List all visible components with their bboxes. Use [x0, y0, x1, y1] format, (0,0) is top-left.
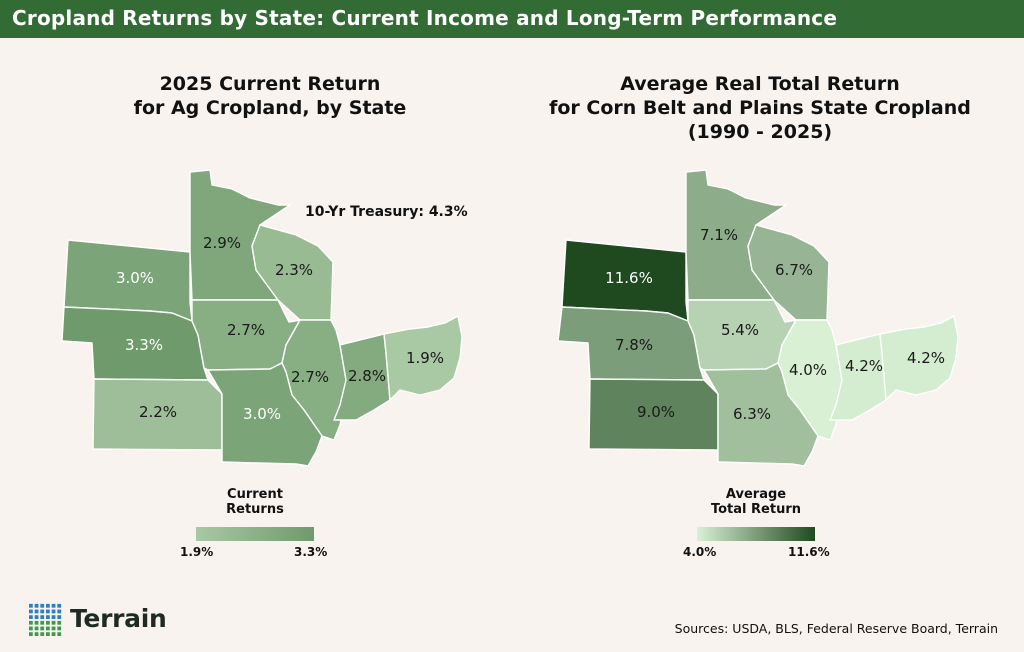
logo-dot [40, 609, 45, 614]
logo-dot [46, 620, 50, 625]
left-value-ia: 2.7% [227, 321, 265, 339]
treasury-annotation: 10-Yr Treasury: 4.3% [305, 204, 468, 220]
right-value-il: 4.0% [789, 361, 827, 379]
right-legend-title: Average Total Return [686, 487, 826, 517]
left-map-title: 2025 Current Return for Ag Cropland, by … [40, 72, 500, 120]
left-value-mn: 2.9% [203, 234, 241, 252]
logo-dot [57, 615, 62, 619]
left-map-title-line1: 2025 Current Return [159, 73, 381, 95]
left-value-mo: 3.0% [243, 405, 281, 423]
logo-dot [46, 609, 50, 614]
sources-note: Sources: USDA, BLS, Federal Reserve Boar… [674, 621, 998, 636]
terrain-logo-icon [29, 603, 62, 636]
logo-text: Terrain [70, 604, 167, 633]
left-legend-max: 3.3% [294, 545, 328, 559]
right-value-mn: 7.1% [700, 226, 738, 244]
logo-dot [51, 632, 56, 636]
right-value-mo: 6.3% [733, 405, 771, 423]
logo-dot [29, 615, 33, 619]
logo-dot [46, 626, 50, 631]
logo-dot [34, 609, 39, 614]
state-ohio [383, 315, 463, 401]
header-banner: Cropland Returns by State: Current Incom… [0, 0, 1024, 38]
logo-dot [57, 620, 62, 625]
right-map-title: Average Real Total Return for Corn Belt … [500, 72, 1020, 144]
logo-dot [40, 603, 45, 608]
left-legend-gradient [196, 527, 314, 541]
left-value-oh: 1.9% [406, 349, 444, 367]
left-value-wi: 2.3% [275, 261, 313, 279]
logo-dot [29, 609, 33, 614]
logo-dot [29, 620, 33, 625]
left-value-ks: 2.2% [139, 403, 177, 421]
logo-dot [57, 603, 62, 608]
state-missouri [207, 362, 323, 467]
state-indiana [829, 333, 887, 421]
left-value-ne: 3.3% [125, 336, 163, 354]
logo-dot [57, 632, 62, 636]
right-legend-title-line2: Total Return [710, 502, 801, 517]
logo-dot [29, 603, 33, 608]
banner-title: Cropland Returns by State: Current Incom… [12, 6, 838, 30]
logo-dot [40, 626, 45, 631]
left-value-sd: 3.0% [116, 269, 154, 287]
right-value-sd: 11.6% [605, 269, 653, 287]
left-legend-title-line2: Returns [226, 502, 284, 517]
left-value-il: 2.7% [291, 368, 329, 386]
logo-dot [40, 620, 45, 625]
logo-dot [29, 632, 33, 636]
left-legend-min: 1.9% [180, 545, 214, 559]
right-map-title-line1: Average Real Total Return [620, 73, 900, 95]
right-value-ne: 7.8% [615, 336, 653, 354]
right-value-ia: 5.4% [721, 321, 759, 339]
logo-dot [34, 626, 39, 631]
right-legend-min: 4.0% [683, 545, 717, 559]
right-value-ks: 9.0% [637, 403, 675, 421]
left-map: 3.0% 2.9% 2.3% 3.3% 2.7% 2.7% 2.8% 1.9% … [61, 169, 463, 467]
logo-dot [46, 615, 50, 619]
logo-dot [51, 620, 56, 625]
logo-dot [46, 632, 50, 636]
left-legend-title: Current Returns [205, 487, 305, 517]
logo-dot [40, 615, 45, 619]
logo-dot [34, 632, 39, 636]
right-value-oh: 4.2% [907, 349, 945, 367]
state-ohio [879, 315, 959, 401]
logo-dot [34, 615, 39, 619]
logo-dot [57, 626, 62, 631]
left-map-title-line2: for Ag Cropland, by State [133, 97, 407, 119]
logo-dot [51, 609, 56, 614]
right-value-in: 4.2% [845, 357, 883, 375]
right-map-title-line2: for Corn Belt and Plains State Cropland [549, 97, 971, 119]
left-legend-title-line1: Current [227, 487, 283, 502]
right-legend-max: 11.6% [788, 545, 830, 559]
logo-dot [40, 632, 45, 636]
left-value-in: 2.8% [348, 367, 386, 385]
right-value-wi: 6.7% [775, 261, 813, 279]
logo-dot [51, 626, 56, 631]
logo-dot [29, 626, 33, 631]
right-map-title-line3: (1990 - 2025) [687, 121, 833, 143]
state-indiana [333, 333, 391, 421]
logo-dot [34, 620, 39, 625]
logo-dot [51, 615, 56, 619]
state-missouri [703, 362, 819, 467]
right-legend-title-line1: Average [725, 487, 787, 502]
logo-dot [34, 603, 39, 608]
logo-dot [51, 603, 56, 608]
right-map: 11.6% 7.1% 6.7% 7.8% 5.4% 4.0% 4.2% 4.2%… [557, 169, 959, 467]
logo-dot [57, 609, 62, 614]
logo-dot [46, 603, 50, 608]
right-legend-gradient [697, 527, 815, 541]
